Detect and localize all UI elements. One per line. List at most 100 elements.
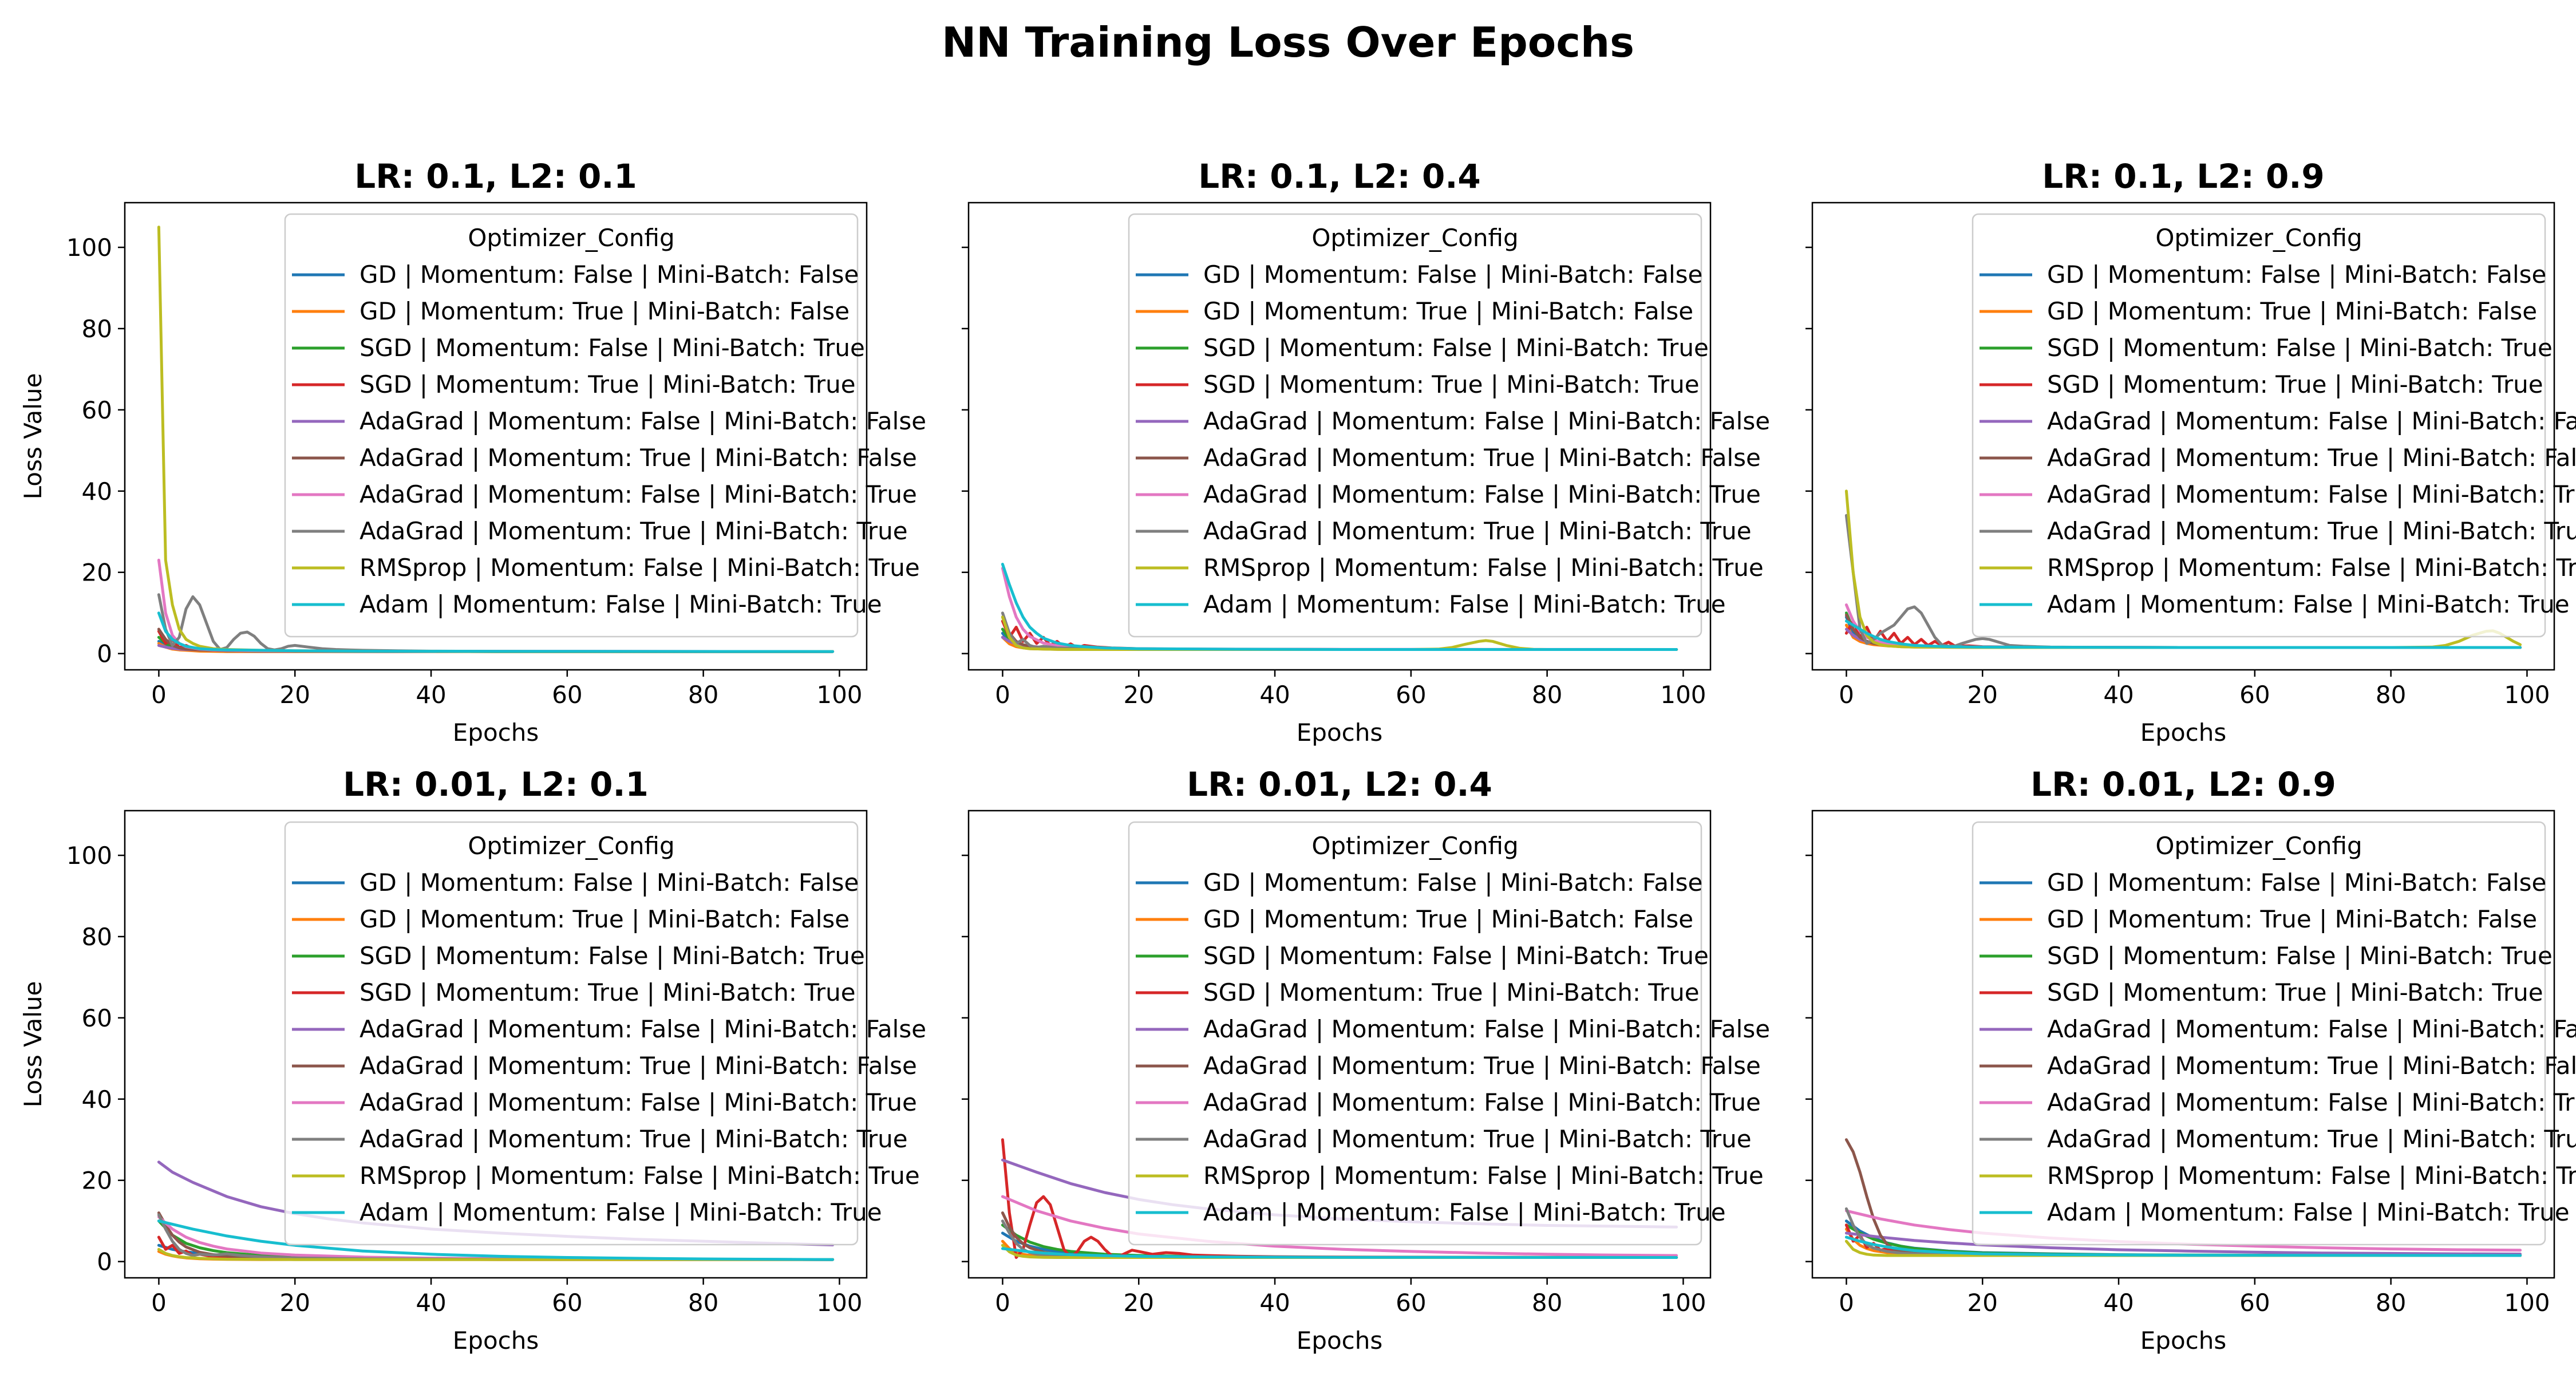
legend-entry: AdaGrad | Momentum: False | Mini-Batch: … <box>1203 407 1770 435</box>
y-tick-label: 100 <box>66 842 112 870</box>
series-lines <box>1844 489 2522 649</box>
legend-entry: AdaGrad | Momentum: False | Mini-Batch: … <box>2047 1015 2576 1043</box>
y-tick-label: 100 <box>66 234 112 262</box>
legend: Optimizer_Config GD | Momentum: False | M… <box>1128 213 1770 638</box>
x-tick-label: 100 <box>2504 681 2550 709</box>
legend-entry: RMSprop | Momentum: False | Mini-Batch: … <box>1203 554 1764 582</box>
legend-entry: AdaGrad | Momentum: True | Mini-Batch: F… <box>1203 1052 1761 1080</box>
subplot: LR: 0.01, L2: 0.4 0 20 40 60 80 100 Epochs Optim… <box>962 765 1770 1355</box>
x-tick-label: 80 <box>1532 681 1562 709</box>
x-tick-label: 20 <box>1124 681 1154 709</box>
legend-entry: RMSprop | Momentum: False | Mini-Batch: … <box>1203 1162 1764 1190</box>
legend-entry: AdaGrad | Momentum: False | Mini-Batch: … <box>1203 1015 1770 1043</box>
legend-entry: GD | Momentum: True | Mini-Batch: False <box>1203 297 1693 325</box>
x-tick-label: 20 <box>1967 681 1998 709</box>
y-tick-label: 80 <box>82 923 112 951</box>
subplot-title: LR: 0.1, L2: 0.9 <box>2042 157 2324 196</box>
x-tick-label: 20 <box>1967 1289 1998 1317</box>
x-tick-label: 0 <box>995 1289 1010 1317</box>
series-lines <box>157 226 835 653</box>
legend-entry: AdaGrad | Momentum: True | Mini-Batch: F… <box>359 1052 917 1080</box>
legend-entry: SGD | Momentum: False | Mini-Batch: True <box>359 942 865 970</box>
y-axis-label: Loss Value <box>19 373 47 500</box>
x-tick-label: 100 <box>816 681 862 709</box>
subplot: LR: 0.1, L2: 0.9 0 20 40 60 80 100 Epochs Optimi… <box>1805 157 2576 747</box>
subplot: LR: 0.1, L2: 0.1 0 20 40 60 80 100 0 20 40 60 80 100… <box>19 157 926 747</box>
legend: Optimizer_Config GD | Momentum: False | M… <box>1971 213 2576 638</box>
legend-entry: AdaGrad | Momentum: False | Mini-Batch: … <box>1203 480 1761 508</box>
x-tick-label: 100 <box>1660 681 1706 709</box>
subplot-title: LR: 0.01, L2: 0.9 <box>2030 765 2336 804</box>
legend-entry: AdaGrad | Momentum: False | Mini-Batch: … <box>359 480 917 508</box>
legend-entry: GD | Momentum: True | Mini-Batch: False <box>359 297 850 325</box>
legend-entry: GD | Momentum: True | Mini-Batch: False <box>2047 297 2537 325</box>
x-tick-label: 80 <box>2376 681 2406 709</box>
y-tick-label: 0 <box>97 1248 112 1276</box>
legend-entry: GD | Momentum: False | Mini-Batch: False <box>359 260 859 289</box>
legend-entry: RMSprop | Momentum: False | Mini-Batch: … <box>359 1162 920 1190</box>
legend-entry: GD | Momentum: False | Mini-Batch: False <box>2047 868 2546 897</box>
legend-entry: Adam | Momentum: False | Mini-Batch: Tru… <box>1203 590 1726 618</box>
subplot-title: LR: 0.01, L2: 0.4 <box>1187 765 1492 804</box>
axes-frame <box>124 810 868 1279</box>
legend-box <box>1128 821 1702 1246</box>
subplot: LR: 0.01, L2: 0.1 0 20 40 60 80 100 0 20 40 60 80 10… <box>19 765 926 1355</box>
axes-frame <box>1811 810 2555 1279</box>
subplot-title: LR: 0.01, L2: 0.1 <box>343 765 649 804</box>
legend-entry: AdaGrad | Momentum: True | Mini-Batch: T… <box>2047 517 2576 545</box>
legend-entry: SGD | Momentum: True | Mini-Batch: True <box>1203 370 1700 398</box>
x-axis-label: Epochs <box>1297 1326 1383 1355</box>
x-axis-label: Epochs <box>453 718 539 747</box>
x-tick-label: 100 <box>816 1289 862 1317</box>
x-tick-label: 100 <box>1660 1289 1706 1317</box>
x-tick-label: 20 <box>280 1289 310 1317</box>
legend-entry: RMSprop | Momentum: False | Mini-Batch: … <box>2047 554 2576 582</box>
legend-entry: SGD | Momentum: False | Mini-Batch: True <box>2047 942 2553 970</box>
x-tick-label: 100 <box>2504 1289 2550 1317</box>
legend-entry: SGD | Momentum: True | Mini-Batch: True <box>2047 978 2543 1006</box>
x-tick-label: 80 <box>2376 1289 2406 1317</box>
legend-entry: AdaGrad | Momentum: True | Mini-Batch: T… <box>1203 517 1752 545</box>
subplots-grid: LR: 0.1, L2: 0.1 0 20 40 60 80 100 0 20 40 60 80 100… <box>19 157 2576 1355</box>
legend-entry: GD | Momentum: True | Mini-Batch: False <box>359 905 850 933</box>
legend-entry: RMSprop | Momentum: False | Mini-Batch: … <box>359 554 920 582</box>
x-axis-label: Epochs <box>2140 1326 2227 1355</box>
y-tick-label: 60 <box>82 396 112 424</box>
legend-entry: GD | Momentum: False | Mini-Batch: False <box>1203 260 1702 289</box>
legend-entry: AdaGrad | Momentum: True | Mini-Batch: T… <box>359 517 908 545</box>
legend-entry: AdaGrad | Momentum: False | Mini-Batch: … <box>359 407 926 435</box>
series-line <box>1001 1247 1678 1259</box>
subplot: LR: 0.1, L2: 0.4 0 20 40 60 80 100 Epochs Optimi… <box>962 157 1770 747</box>
legend-entry: Adam | Momentum: False | Mini-Batch: Tru… <box>2047 590 2570 618</box>
x-tick-label: 60 <box>1396 1289 1426 1317</box>
legend-title: Optimizer_Config <box>468 224 674 252</box>
x-tick-label: 40 <box>416 681 446 709</box>
x-tick-label: 60 <box>2239 1289 2270 1317</box>
legend-entry: GD | Momentum: True | Mini-Batch: False <box>2047 905 2537 933</box>
x-tick-label: 60 <box>552 681 582 709</box>
x-tick-label: 60 <box>1396 681 1426 709</box>
x-tick-label: 40 <box>2103 1289 2134 1317</box>
legend-entry: GD | Momentum: False | Mini-Batch: False <box>2047 260 2546 289</box>
legend-box <box>1971 213 2546 638</box>
legend-entry: SGD | Momentum: False | Mini-Batch: True <box>359 334 865 362</box>
legend-entry: AdaGrad | Momentum: True | Mini-Batch: T… <box>2047 1125 2576 1153</box>
series-line <box>157 611 835 653</box>
y-axis-label: Loss Value <box>19 981 47 1108</box>
y-tick-label: 0 <box>97 640 112 668</box>
x-tick-label: 40 <box>1259 681 1290 709</box>
series-lines <box>1001 1138 1678 1259</box>
legend-entry: AdaGrad | Momentum: False | Mini-Batch: … <box>1203 1088 1761 1116</box>
x-tick-label: 0 <box>151 681 167 709</box>
legend-box <box>284 821 859 1246</box>
legend-box <box>1971 821 2546 1246</box>
legend-entry: Adam | Momentum: False | Mini-Batch: Tru… <box>359 590 882 618</box>
figure-title: NN Training Loss Over Epochs <box>942 18 1634 66</box>
x-tick-label: 80 <box>1532 1289 1562 1317</box>
x-tick-label: 20 <box>1124 1289 1154 1317</box>
x-tick-label: 0 <box>995 681 1010 709</box>
legend-entry: AdaGrad | Momentum: True | Mini-Batch: F… <box>2047 444 2576 472</box>
axes-frame <box>967 810 1712 1279</box>
subplot-title: LR: 0.1, L2: 0.4 <box>1198 157 1480 196</box>
